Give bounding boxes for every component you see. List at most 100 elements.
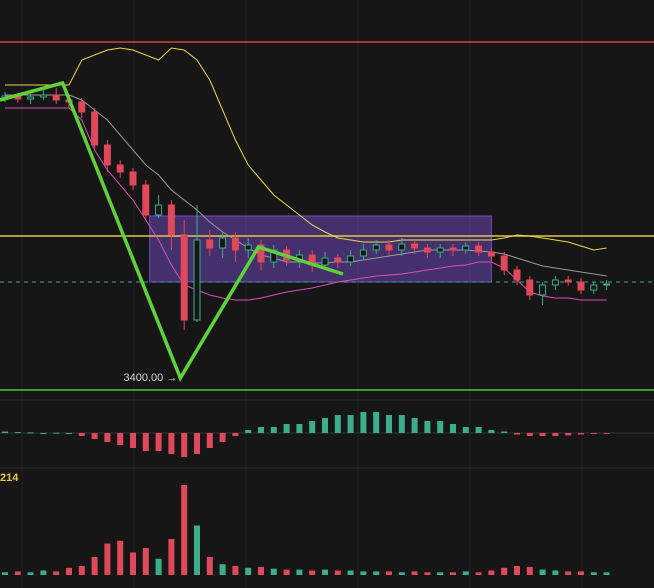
macd-bar (539, 433, 546, 436)
macd-bar (488, 430, 495, 433)
candle-body (27, 96, 35, 100)
candle-body (167, 204, 175, 236)
volume-bar (283, 569, 290, 575)
volume-bar (270, 568, 277, 575)
macd-bar (334, 415, 341, 433)
volume-bar (14, 571, 21, 575)
candle-body (359, 249, 367, 257)
volume-bar (398, 572, 405, 575)
macd-bar (552, 433, 559, 436)
candle-body (244, 244, 252, 251)
volume-bar (360, 571, 367, 575)
volume-bar (258, 566, 264, 575)
volume-bar (66, 567, 72, 575)
candle-body (564, 279, 572, 283)
candle-body (513, 269, 521, 281)
macd-bar (142, 433, 149, 451)
candle-body (116, 164, 124, 173)
macd-bar (53, 432, 60, 434)
volume-bar (514, 566, 520, 575)
macd-bar (360, 412, 367, 433)
macd-bar (117, 433, 124, 445)
volume-bar (411, 571, 418, 575)
volume-bar (181, 485, 188, 575)
candle-body (321, 257, 329, 266)
candle-body (52, 94, 60, 101)
macd-bar (27, 432, 34, 434)
volume-bar (450, 572, 456, 575)
macd-bar (501, 431, 508, 433)
macd-bar (104, 433, 111, 442)
volume-bar (462, 571, 469, 575)
macd-bar (424, 421, 431, 433)
macd-bar (309, 421, 316, 433)
volume-bar (386, 571, 392, 575)
candle-body (449, 247, 457, 251)
candle-body (590, 284, 598, 291)
volume-bar (424, 572, 431, 575)
macd-bar (462, 427, 469, 433)
volume-bar (322, 569, 328, 575)
volume-bar (296, 569, 303, 575)
candle-body (155, 204, 163, 216)
volume-label: 214 (0, 472, 19, 484)
macd-bar (130, 433, 136, 448)
volume-bar (104, 543, 111, 575)
candle-body (411, 243, 419, 249)
macd-bar (219, 433, 226, 442)
candle-body (219, 237, 227, 249)
macd-bar (565, 433, 572, 436)
volume-bar (347, 570, 354, 575)
macd-bar (296, 424, 303, 433)
volume-bar (526, 566, 533, 575)
candle-body (372, 244, 380, 251)
volume-bar (78, 566, 85, 575)
macd-bar (514, 433, 520, 435)
candle-body (423, 247, 431, 253)
macd-bar (283, 424, 290, 433)
volume-bar (539, 569, 546, 575)
range-box (149, 215, 492, 283)
candle-body (526, 279, 534, 296)
candle-body (551, 279, 559, 286)
macd-bar (603, 433, 610, 434)
volume-bar (91, 557, 98, 575)
volume-bar (2, 572, 8, 575)
volume-bar (565, 571, 572, 575)
candle-body (462, 245, 470, 251)
volume-bar (603, 572, 610, 575)
candle-body (270, 249, 278, 263)
volume-bar (373, 571, 380, 575)
macd-bar (437, 421, 444, 433)
volume-bar (206, 557, 213, 575)
candle-body (91, 111, 99, 146)
macd-bar (14, 432, 21, 434)
candle-body (193, 239, 201, 321)
macd-bar (194, 433, 200, 454)
candle-body (103, 144, 111, 166)
macd-bar (66, 433, 72, 434)
candle-body (398, 243, 406, 251)
volume-bar (142, 548, 149, 575)
volume-bar (590, 572, 597, 575)
candle-body (539, 284, 547, 296)
macd-bar (386, 415, 392, 433)
candle-body (142, 184, 150, 216)
volume-bar (194, 525, 200, 575)
candle-body (385, 244, 393, 251)
macd-bar (245, 430, 252, 433)
macd-bar (181, 433, 188, 457)
volume-bar (578, 571, 584, 575)
macd-bar (270, 427, 277, 433)
macd-bar (450, 424, 456, 433)
volume-bar (219, 564, 226, 575)
volume-bar (475, 572, 482, 575)
volume-bar (232, 566, 239, 575)
candle-body (603, 283, 611, 286)
candle-body (577, 281, 585, 291)
volume-bar (309, 570, 316, 575)
macd-bar (411, 418, 418, 433)
candle-body (129, 171, 137, 186)
macd-bar (2, 431, 8, 433)
